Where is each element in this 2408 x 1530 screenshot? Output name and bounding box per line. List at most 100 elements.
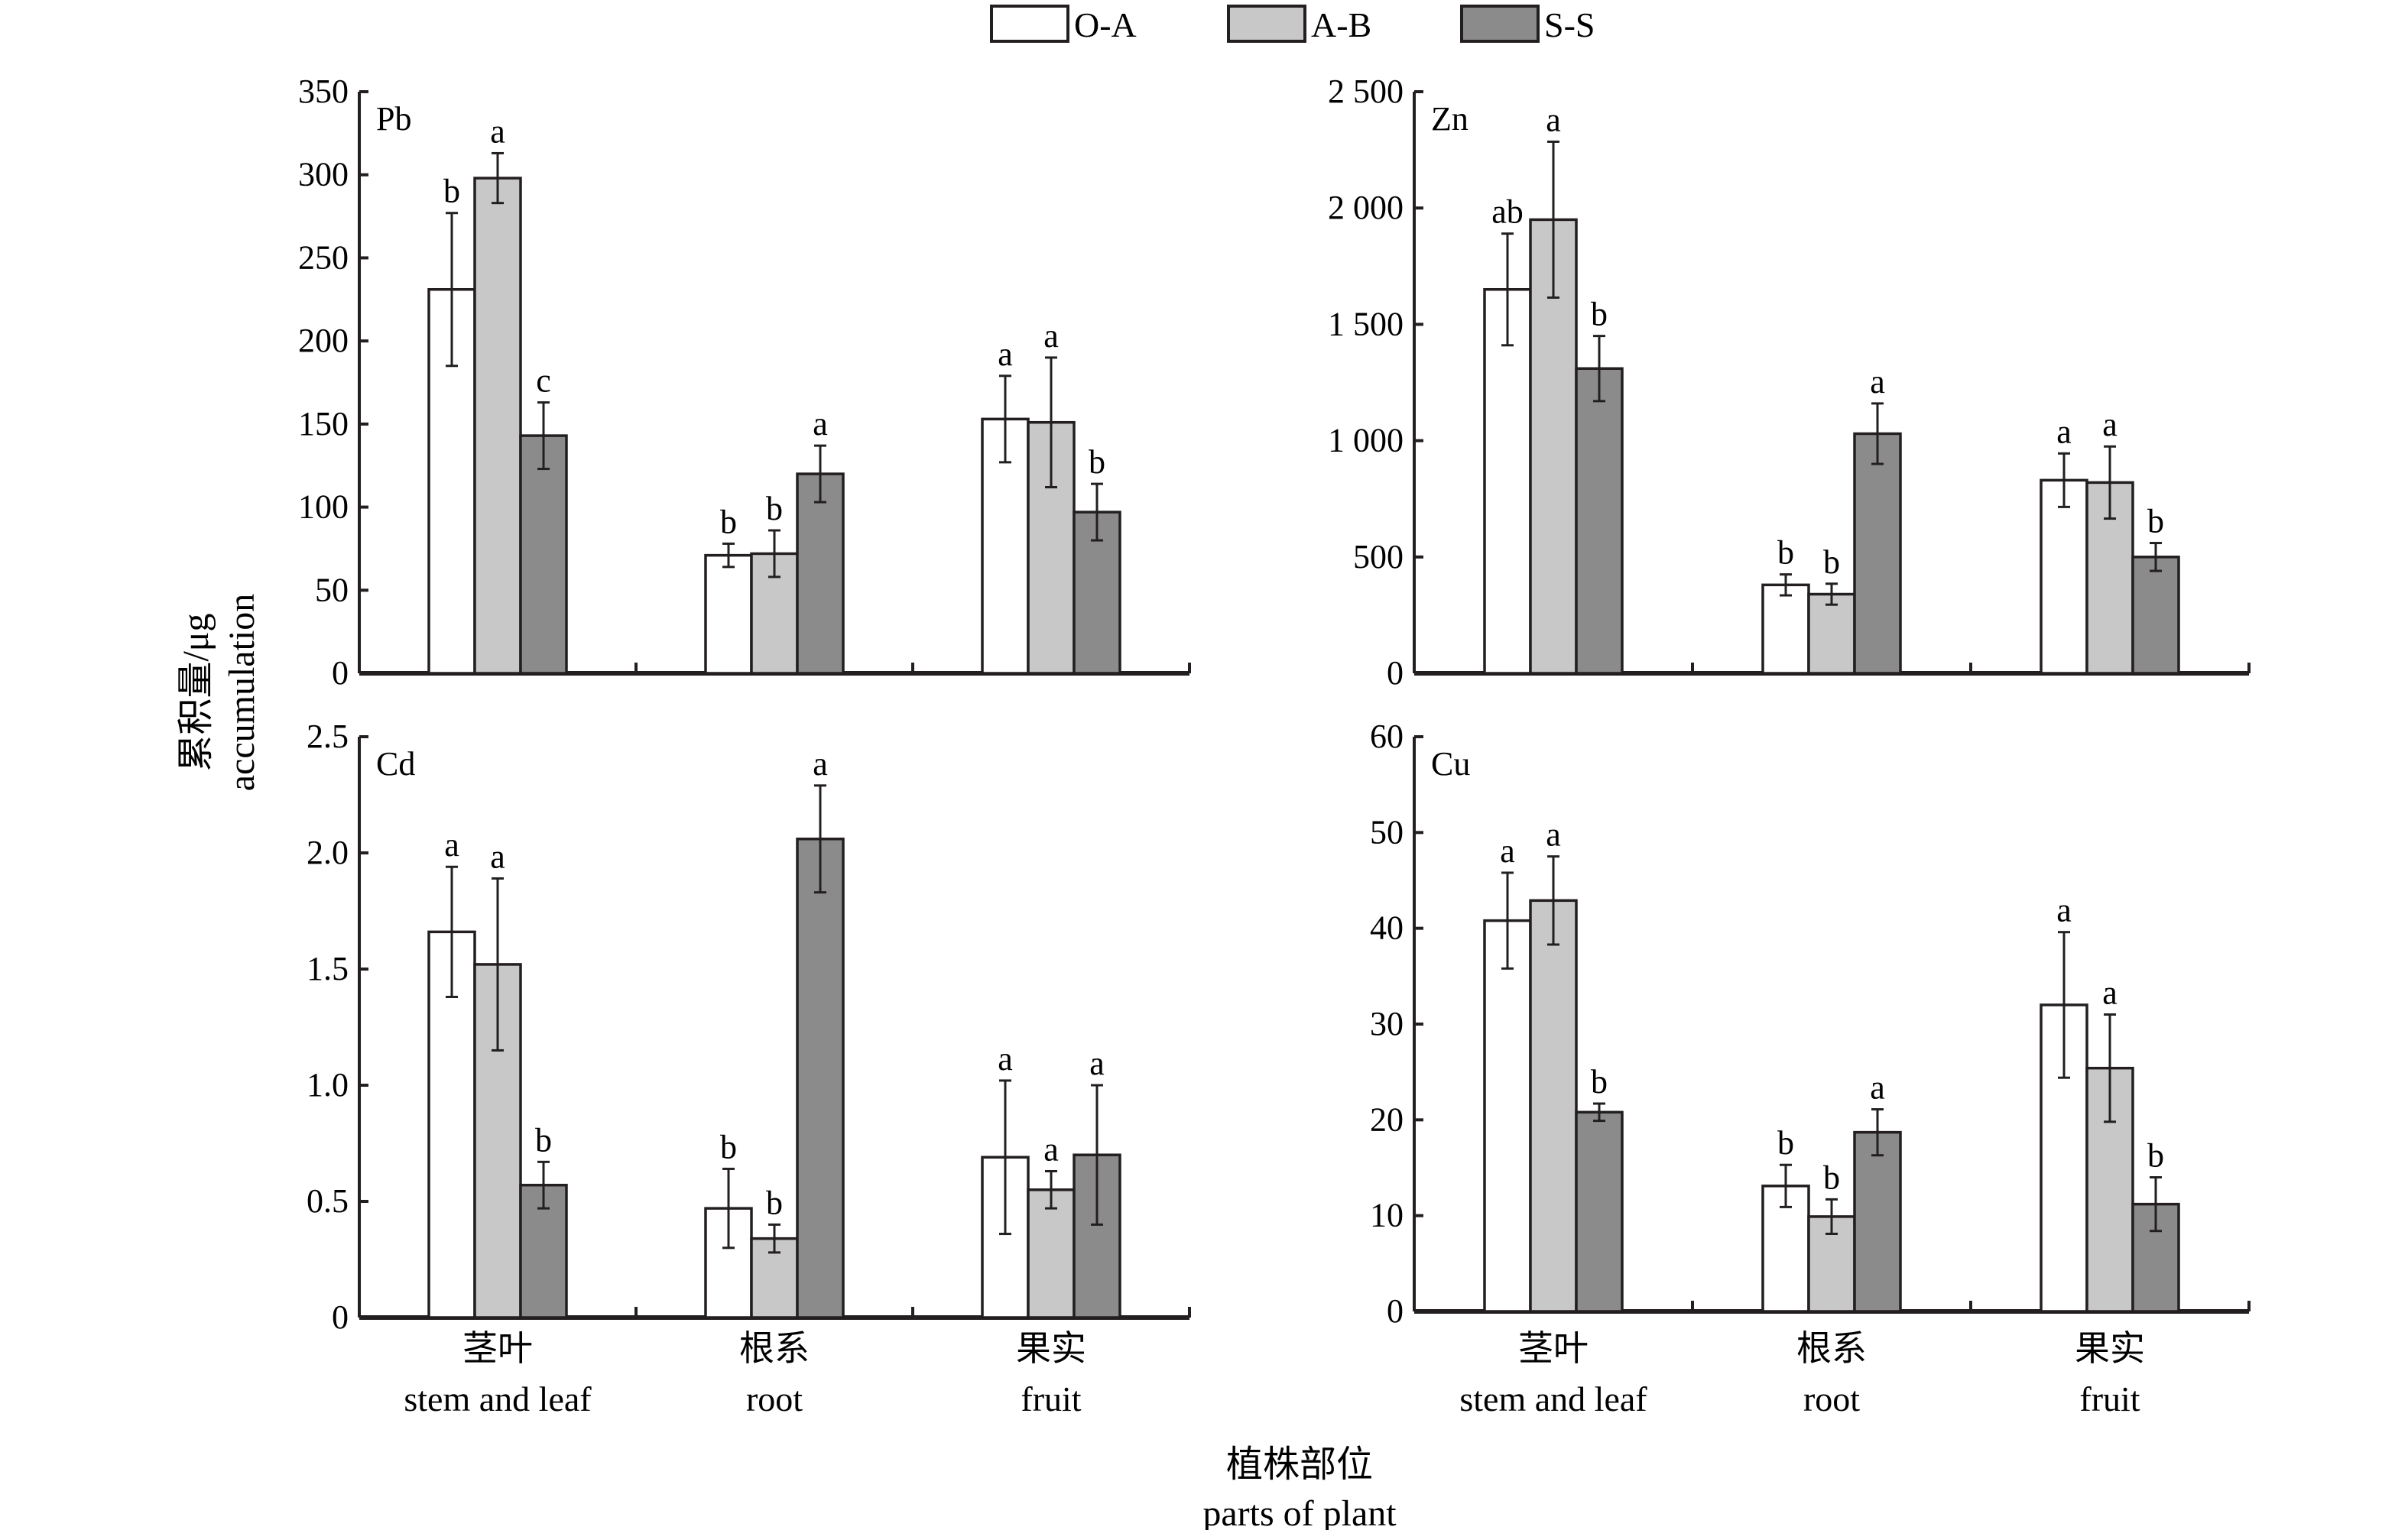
category-label-en: fruit xyxy=(2079,1379,2140,1418)
significance-letter: a xyxy=(1043,1130,1059,1168)
significance-letter: a xyxy=(1089,1045,1105,1082)
significance-letter: a xyxy=(813,745,828,783)
y-tick-label: 0 xyxy=(332,654,349,692)
significance-letter: a xyxy=(1546,101,1561,138)
x-axis-title: 植株部位 parts of plant xyxy=(1202,1444,1397,1530)
panel-title-zn: Zn xyxy=(1431,100,1468,138)
y-tick-label: 2 500 xyxy=(1328,73,1404,110)
category-label-en: root xyxy=(746,1379,803,1418)
bar-o-a xyxy=(1761,583,1810,675)
y-tick-label: 40 xyxy=(1370,909,1404,947)
legend-swatch-a-b xyxy=(1227,5,1306,43)
panel-title-cd: Cd xyxy=(376,745,415,783)
significance-letter: b xyxy=(535,1121,552,1159)
significance-letter: b xyxy=(443,173,460,210)
y-tick-label: 300 xyxy=(298,156,349,193)
category-label-zh: 果实 xyxy=(1016,1329,1086,1368)
category-label-zh: 茎叶 xyxy=(1518,1329,1589,1368)
significance-letter: b xyxy=(720,1128,737,1165)
significance-letter: a xyxy=(444,826,459,864)
y-tick-label: 1.0 xyxy=(307,1066,349,1104)
bar-o-a xyxy=(1483,919,1532,1313)
category-label-en: fruit xyxy=(1021,1379,1081,1418)
significance-letter: a xyxy=(1870,363,1885,400)
y-tick-label: 50 xyxy=(1370,813,1404,851)
significance-letter: a xyxy=(490,838,505,875)
y-tick-label: 0 xyxy=(332,1298,349,1336)
category-label-zh: 果实 xyxy=(2075,1329,2145,1368)
significance-letter: b xyxy=(720,503,737,540)
significance-letter: a xyxy=(2056,413,2072,450)
y-tick-label: 1 000 xyxy=(1328,422,1404,459)
significance-letter: a xyxy=(998,335,1013,373)
significance-letter: b xyxy=(1823,1159,1840,1196)
bar-s-s xyxy=(796,838,845,1319)
significance-letter: b xyxy=(1777,1124,1794,1162)
y-tick-label: 30 xyxy=(1370,1005,1404,1042)
significance-letter: a xyxy=(2056,892,2072,929)
significance-letter: b xyxy=(1089,443,1105,481)
y-tick-label: 350 xyxy=(298,73,349,110)
significance-letter: a xyxy=(1500,832,1515,870)
significance-letter: b xyxy=(766,1184,783,1221)
legend-label-s-s: S-S xyxy=(1544,5,1595,44)
bar-s-s xyxy=(1853,1130,1902,1313)
significance-letter: b xyxy=(1777,534,1794,572)
legend-swatch-o-a xyxy=(990,5,1069,43)
significance-letter: b xyxy=(2147,503,2164,540)
category-label-en: stem and leaf xyxy=(404,1379,592,1418)
y-tick-label: 0.5 xyxy=(307,1182,349,1220)
significance-letter: ab xyxy=(1491,193,1524,231)
bar-s-s xyxy=(1575,1110,1624,1313)
y-tick-label: 100 xyxy=(298,488,349,526)
significance-letter: a xyxy=(490,112,505,150)
bar-s-s xyxy=(519,434,568,675)
significance-letter: b xyxy=(1591,296,1608,333)
y-tick-label: 1.5 xyxy=(307,950,349,987)
bar-a-b xyxy=(473,177,522,675)
x-axis-title-en: parts of plant xyxy=(1202,1493,1397,1530)
significance-letter: b xyxy=(2147,1137,2164,1175)
category-label-en: root xyxy=(1803,1379,1860,1418)
bar-a-b xyxy=(1529,899,1578,1313)
significance-letter: a xyxy=(1546,816,1561,854)
y-tick-label: 10 xyxy=(1370,1197,1404,1234)
significance-letter: a xyxy=(2102,406,2118,443)
y-tick-label: 150 xyxy=(298,405,349,442)
y-axis-title-en: accumulation xyxy=(222,594,262,792)
legend: O-A A-B S-S xyxy=(990,5,1595,44)
significance-letter: a xyxy=(1870,1069,1885,1107)
panel-title-cu: Cu xyxy=(1431,745,1470,783)
legend-label-o-a: O-A xyxy=(1074,5,1137,44)
significance-letter: b xyxy=(766,490,783,527)
bar-s-s xyxy=(2131,556,2180,675)
y-tick-label: 2.0 xyxy=(307,834,349,871)
y-tick-label: 0 xyxy=(1387,1292,1404,1330)
bar-a-b xyxy=(1807,592,1856,675)
significance-letter: a xyxy=(998,1040,1013,1078)
y-axis-title-zh: 累积量/μg xyxy=(176,613,216,771)
bar-s-s xyxy=(1853,432,1902,675)
significance-letter: b xyxy=(1591,1063,1608,1100)
significance-letter: c xyxy=(536,362,551,400)
bar-o-a xyxy=(704,553,753,675)
x-axis-title-zh: 植株部位 xyxy=(1226,1444,1373,1485)
bar-s-s xyxy=(1575,367,1624,675)
significance-letter: a xyxy=(2102,974,2118,1011)
y-tick-label: 1 500 xyxy=(1328,305,1404,342)
bar-s-s xyxy=(796,472,845,675)
category-label-zh: 茎叶 xyxy=(462,1329,533,1368)
y-tick-label: 20 xyxy=(1370,1100,1404,1138)
y-tick-label: 500 xyxy=(1353,538,1404,575)
y-tick-label: 2 000 xyxy=(1328,189,1404,226)
y-tick-label: 60 xyxy=(1370,718,1404,755)
category-label-zh: 根系 xyxy=(739,1329,810,1368)
category-label-zh: 根系 xyxy=(1796,1329,1867,1368)
panel-title-pb: Pb xyxy=(376,100,411,138)
bar-o-a xyxy=(1483,287,1532,675)
